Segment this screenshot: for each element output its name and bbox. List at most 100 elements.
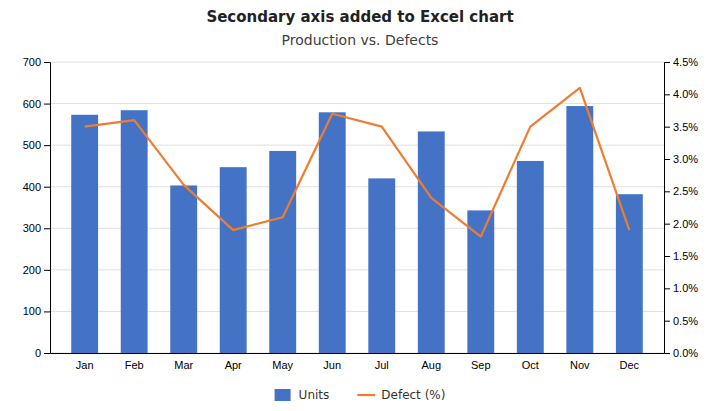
bar xyxy=(170,185,197,353)
grid xyxy=(50,62,664,353)
bar xyxy=(467,210,494,353)
tick: 100 xyxy=(23,305,50,317)
tick-mark xyxy=(664,159,670,160)
tick-mark xyxy=(664,127,670,128)
legend-item: Defect (%) xyxy=(357,388,445,402)
bar xyxy=(418,131,445,353)
tick: May xyxy=(272,359,293,371)
tick-label: 0 xyxy=(35,347,41,359)
tick-mark xyxy=(664,62,670,63)
tick-label: 0.0% xyxy=(673,347,698,359)
tick: 700 xyxy=(23,56,50,68)
tick-label: 1.0% xyxy=(673,282,698,294)
tick-label: 3.5% xyxy=(673,121,698,133)
tick: 0.0% xyxy=(664,347,698,359)
plot-area xyxy=(71,88,643,353)
tick-label: 1.5% xyxy=(673,250,698,262)
legend-item: Units xyxy=(275,388,330,402)
chart: Secondary axis added to Excel chart Produ… xyxy=(0,0,720,411)
axis-line xyxy=(44,63,51,354)
tick: Sep xyxy=(471,359,491,371)
tick-mark xyxy=(664,256,670,257)
legend-swatch xyxy=(357,394,375,396)
tick-mark xyxy=(664,224,670,225)
tick: 0 xyxy=(35,347,50,359)
legend-label: Units xyxy=(299,388,330,402)
bar xyxy=(319,112,346,353)
title: Secondary axis added to Excel chart xyxy=(206,8,513,26)
tick-label: 100 xyxy=(23,305,41,317)
tick-label: 300 xyxy=(23,222,41,234)
bar xyxy=(71,115,98,353)
line xyxy=(85,88,630,237)
tick: Nov xyxy=(570,359,590,371)
tick: 4.0% xyxy=(664,88,698,100)
tick-label: 200 xyxy=(23,264,41,276)
tick: 1.0% xyxy=(664,282,698,294)
tick: 400 xyxy=(23,181,50,193)
tick-label: Jul xyxy=(375,359,389,371)
legend-label: Defect (%) xyxy=(381,388,445,402)
tick: 0.5% xyxy=(664,315,698,327)
tick-label: Jun xyxy=(323,359,341,371)
tick: Feb xyxy=(125,359,144,371)
tick: 300 xyxy=(23,222,50,234)
tick: 2.0% xyxy=(664,218,698,230)
tick-mark xyxy=(44,353,50,354)
tick-label: 3.0% xyxy=(673,153,698,165)
tick-mark xyxy=(664,321,670,322)
tick-label: Mar xyxy=(174,359,193,371)
bar xyxy=(616,194,643,353)
x-axis: Jan Feb Mar Apr May Jun Jul Aug Sep Oct Nov Dec xyxy=(51,354,665,371)
tick: Mar xyxy=(174,359,193,371)
tick-label: 2.0% xyxy=(673,218,698,230)
bar xyxy=(368,178,395,353)
tick-label: Oct xyxy=(522,359,539,371)
bar xyxy=(220,167,247,353)
tick-mark xyxy=(44,228,50,229)
tick: Dec xyxy=(620,359,640,371)
tick-mark xyxy=(664,288,670,289)
tick: 1.5% xyxy=(664,250,698,262)
tick-mark xyxy=(664,353,670,354)
tick: 4.5% xyxy=(664,56,698,68)
tick-label: Nov xyxy=(570,359,590,371)
tick-label: Aug xyxy=(421,359,441,371)
tick-label: 600 xyxy=(23,98,41,110)
grid-line xyxy=(50,62,664,63)
tick-label: 2.5% xyxy=(673,185,698,197)
tick: 500 xyxy=(23,139,50,151)
tick-label: 400 xyxy=(23,181,41,193)
tick-label: 0.5% xyxy=(673,315,698,327)
tick: Jan xyxy=(76,359,94,371)
tick-label: 4.0% xyxy=(673,88,698,100)
tick-mark xyxy=(664,94,670,95)
tick: Jul xyxy=(375,359,389,371)
tick-mark xyxy=(44,145,50,146)
y-axis: 0 100 200 300 400 500 600 700 xyxy=(23,56,51,359)
tick: 3.5% xyxy=(664,121,698,133)
tick-label: May xyxy=(272,359,293,371)
legend: Units Defect (%) xyxy=(275,388,446,402)
tick-mark xyxy=(44,270,50,271)
tick-label: Dec xyxy=(620,359,640,371)
tick-mark xyxy=(44,104,50,105)
tick-label: Jan xyxy=(76,359,94,371)
tick: 200 xyxy=(23,264,50,276)
axis-line xyxy=(51,353,665,354)
tick-label: Sep xyxy=(471,359,491,371)
tick-mark xyxy=(664,191,670,192)
subtitle: Production vs. Defects xyxy=(282,32,439,48)
tick-label: 500 xyxy=(23,139,41,151)
grid-line xyxy=(50,103,664,104)
tick-mark xyxy=(44,311,50,312)
tick-label: 4.5% xyxy=(673,56,698,68)
bar xyxy=(566,106,593,353)
bar xyxy=(517,161,544,353)
tick: Jun xyxy=(323,359,341,371)
tick-label: 700 xyxy=(23,56,41,68)
tick: Oct xyxy=(522,359,539,371)
tick: 600 xyxy=(23,98,50,110)
tick-label: Feb xyxy=(125,359,144,371)
tick-label: Apr xyxy=(225,359,242,371)
